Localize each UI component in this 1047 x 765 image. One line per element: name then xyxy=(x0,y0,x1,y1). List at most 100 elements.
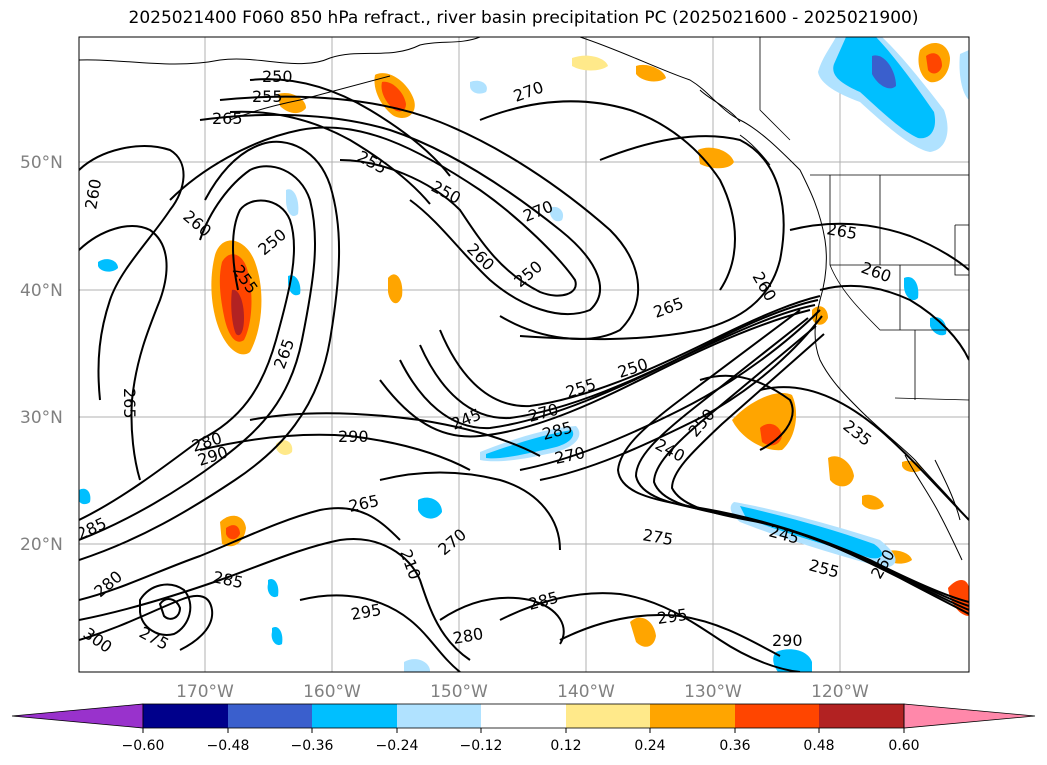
contour-south-290 xyxy=(79,538,471,661)
colorbar-ticks xyxy=(142,728,905,733)
map-title: 2025021400 F060 850 hPa refract., river … xyxy=(128,8,919,28)
lon-label-140w: 140°W xyxy=(557,682,615,702)
refractivity-contours xyxy=(79,78,969,672)
coastlines xyxy=(79,37,969,561)
contour-nw-255 xyxy=(229,110,431,205)
anomaly-pos-6 xyxy=(630,617,656,647)
contour-ridge-a xyxy=(79,199,295,521)
anomaly-pos-12 xyxy=(572,55,608,71)
contour-south-280b xyxy=(439,596,565,645)
contour-jet-7 xyxy=(616,309,969,603)
anomaly-neg-13 xyxy=(404,659,430,672)
colorbar-label: −0.36 xyxy=(291,738,334,754)
baja-coast xyxy=(904,454,963,561)
anomaly-neg-9 xyxy=(930,316,947,336)
anomaly-neg-5 xyxy=(286,189,299,217)
colorbar-segment xyxy=(650,704,735,728)
contour-east-235 xyxy=(759,386,969,521)
contour-east-250 xyxy=(699,374,794,451)
lat-label-50n: 50°N xyxy=(20,153,63,173)
anomaly-neg-10 xyxy=(904,276,919,301)
anomaly-neg-8 xyxy=(418,497,442,519)
colorbar-label: −0.24 xyxy=(376,738,419,754)
inland-boundaries xyxy=(914,224,969,400)
colorbar-label: 0.12 xyxy=(550,738,581,754)
anomaly-neg-4 xyxy=(773,649,812,672)
colorbar-segment xyxy=(143,704,228,728)
colorbar-label: −0.48 xyxy=(207,738,250,754)
lon-label-170w: 170°W xyxy=(176,682,234,702)
colorbar-labels: −0.60 −0.48 −0.36 −0.24 −0.12 0.12 0.24 … xyxy=(122,738,920,754)
plot-frame xyxy=(78,36,970,673)
contour-dateline-270 xyxy=(379,471,561,551)
anomaly-neg-14 xyxy=(267,578,279,598)
lon-label-150w: 150°W xyxy=(430,682,488,702)
colorbar-label: 0.60 xyxy=(888,738,919,754)
anomaly-pos-9 xyxy=(388,274,403,304)
anomaly-pos-4b xyxy=(926,53,942,74)
colorbar: −0.60 −0.48 −0.36 −0.24 −0.12 0.12 0.24 … xyxy=(11,703,1036,754)
lat-label-20n: 20°N xyxy=(20,535,63,555)
anomaly-neg-16 xyxy=(470,80,487,94)
colorbar-label: −0.12 xyxy=(460,738,503,754)
aleutian-chain xyxy=(229,75,391,121)
anomaly-neg-7 xyxy=(98,259,118,272)
contour-north-265 xyxy=(519,135,785,341)
anomaly-pos-8 xyxy=(828,456,854,487)
contour-sw-275 xyxy=(139,583,192,636)
anomaly-pos-2b xyxy=(381,81,406,112)
alaska-canada-border xyxy=(759,37,791,141)
contour-jet-10 xyxy=(670,333,969,615)
contour-north-270 xyxy=(479,100,736,291)
contour-label: 250 xyxy=(262,67,293,86)
colorbar-segment xyxy=(735,704,819,728)
contour-trough-b xyxy=(199,113,601,315)
anomaly-neg-2b xyxy=(486,430,574,459)
bc-islands xyxy=(699,89,771,166)
colorbar-segment xyxy=(481,704,566,728)
anomaly-pos-13 xyxy=(636,64,666,82)
contour-jet-6 xyxy=(539,315,823,481)
contour-west-260 xyxy=(79,145,185,401)
anomaly-neg-1b xyxy=(833,37,936,139)
anomaly-neg-1c xyxy=(872,55,896,89)
contour-south-285 xyxy=(79,507,401,601)
political-boundaries xyxy=(759,37,969,401)
lon-label-130w: 130°W xyxy=(684,682,742,702)
colorbar-label: −0.60 xyxy=(122,738,165,754)
lon-label-120w: 120°W xyxy=(811,682,869,702)
contour-jet-3 xyxy=(419,299,819,420)
anomaly-pos-14 xyxy=(862,494,884,510)
colorbar-segment xyxy=(312,704,397,728)
contour-trough-a xyxy=(169,126,577,297)
contour-ridge-c xyxy=(79,140,341,561)
colorbar-segment xyxy=(397,704,481,728)
contour-trough-c xyxy=(219,95,640,340)
gulf-california xyxy=(934,459,961,521)
contour-south-295 xyxy=(299,594,461,672)
contour-label: 290 xyxy=(338,427,369,446)
anomaly-pos-1c xyxy=(231,289,244,336)
contour-east-265 xyxy=(789,222,969,271)
anomaly-neg-11 xyxy=(959,50,969,100)
colorbar-label: 0.24 xyxy=(634,738,665,754)
anomaly-pos-16 xyxy=(902,460,922,473)
contour-label: 295 xyxy=(656,605,689,628)
anomaly-neg-15 xyxy=(271,626,283,646)
anomaly-neg-12 xyxy=(79,488,91,505)
contour-west-265 xyxy=(79,225,168,481)
mexico-border xyxy=(894,397,969,401)
colorbar-frame xyxy=(142,703,905,729)
colorbar-segment xyxy=(566,704,650,728)
contour-south-285b xyxy=(499,592,801,672)
lon-label-160w: 160°W xyxy=(303,682,361,702)
contour-jet-1 xyxy=(379,309,811,438)
anomaly-pos-7b xyxy=(226,525,240,540)
anomaly-neg-3b xyxy=(740,506,883,559)
colorbar-segment xyxy=(228,704,312,728)
contour-label: 290 xyxy=(772,631,803,650)
lat-label-30n: 30°N xyxy=(20,408,63,428)
contour-mid-280 xyxy=(199,433,471,471)
contour-sw-ring xyxy=(158,598,182,620)
contour-label: 265 xyxy=(212,109,243,128)
